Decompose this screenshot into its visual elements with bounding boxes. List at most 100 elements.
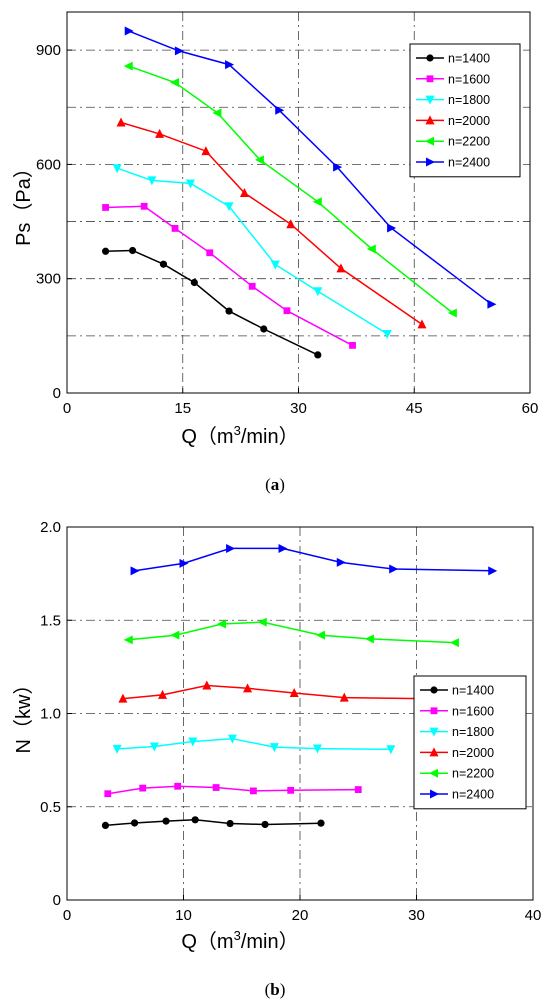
data-point — [339, 692, 349, 702]
data-point — [116, 117, 126, 127]
data-point — [382, 329, 392, 339]
data-point — [158, 689, 168, 699]
data-point — [190, 278, 198, 287]
data-point — [202, 680, 212, 690]
legend-label: n=1400 — [452, 684, 494, 698]
legend-box — [413, 675, 527, 810]
data-point — [278, 543, 288, 553]
data-point — [188, 737, 198, 747]
data-point — [226, 543, 236, 553]
series-n=1400 — [101, 246, 322, 359]
data-point — [123, 635, 133, 645]
data-point — [447, 308, 457, 318]
x-tick-label: 0 — [63, 907, 71, 924]
data-point — [389, 564, 399, 574]
data-point — [315, 630, 325, 640]
data-point — [191, 816, 199, 824]
data-point — [387, 223, 397, 233]
legend-marker — [430, 686, 438, 694]
legend-marker — [430, 789, 439, 799]
data-point — [286, 219, 296, 229]
data-point — [112, 744, 122, 754]
legend-marker — [425, 115, 435, 125]
data-point — [128, 246, 137, 255]
data-point — [227, 734, 237, 744]
legend-label: n=2000 — [448, 114, 490, 128]
x-tick-label: 60 — [522, 400, 539, 417]
series-n=2000 — [118, 680, 427, 703]
series-n=1800 — [112, 164, 392, 339]
legend-label: n=2400 — [448, 156, 490, 170]
data-point — [289, 687, 299, 697]
legend-marker — [429, 727, 439, 737]
data-point — [185, 179, 195, 189]
y-tick-label: 0 — [53, 385, 61, 402]
data-point — [269, 743, 279, 753]
data-point — [155, 128, 165, 138]
chart-b: 0 10 20 30 40 0 0.5 1.0 1.5 2.0 n=1400 n=1600 n=1800… — [12, 519, 541, 999]
data-point — [287, 786, 295, 794]
data-point — [101, 821, 110, 830]
legend-marker — [425, 136, 434, 146]
data-point — [312, 744, 322, 754]
data-point — [101, 247, 110, 255]
data-point — [171, 225, 179, 232]
data-point — [149, 742, 159, 752]
data-point — [118, 693, 128, 703]
data-point — [112, 164, 122, 174]
data-point — [206, 249, 214, 257]
x-tick-label: 15 — [174, 400, 191, 417]
x-tick-label: 40 — [525, 907, 542, 924]
data-point — [123, 61, 133, 71]
y-tick-label: 300 — [36, 271, 61, 288]
data-point — [254, 155, 264, 165]
legend-marker — [426, 157, 435, 167]
data-point — [417, 319, 427, 329]
y-tick-label: 1.5 — [40, 612, 61, 629]
data-point — [313, 287, 323, 297]
legend-box — [409, 43, 521, 178]
data-point — [140, 202, 148, 210]
legend-label: n=1800 — [452, 725, 494, 739]
data-point — [174, 46, 184, 56]
data-point — [283, 307, 291, 315]
data-point — [170, 77, 180, 87]
x-axis-label: Q（m3/min） — [181, 928, 298, 953]
data-point — [314, 351, 322, 359]
data-point — [174, 782, 182, 790]
legend-marker — [430, 707, 438, 715]
data-point — [354, 786, 362, 793]
x-tick-label: 30 — [408, 907, 425, 924]
data-point — [487, 299, 497, 309]
y-tick-label: 0.5 — [40, 799, 61, 816]
data-point — [275, 105, 285, 115]
legend-marker — [429, 768, 438, 778]
data-point — [224, 202, 234, 212]
data-point — [159, 260, 168, 268]
legend-label: n=1600 — [448, 72, 490, 86]
data-point — [243, 683, 253, 693]
y-tick-label: 1.0 — [40, 706, 61, 723]
data-point — [179, 558, 189, 568]
figure-caption: (a) — [265, 475, 285, 494]
series-n=2200 — [123, 617, 459, 648]
data-point — [216, 619, 226, 629]
series-n=1600 — [104, 782, 362, 798]
data-point — [130, 566, 140, 576]
series-n=2400 — [124, 26, 497, 309]
y-tick-label: 0 — [53, 892, 61, 909]
y-tick-label: 900 — [36, 42, 61, 59]
x-tick-label: 45 — [406, 400, 423, 417]
data-point — [488, 566, 498, 576]
data-point — [250, 787, 257, 795]
series-n=1400 — [101, 816, 325, 830]
series-n=1600 — [102, 202, 356, 349]
data-point — [104, 790, 112, 798]
legend-label: n=1600 — [452, 704, 494, 718]
x-axis-label: Q（m3/min） — [181, 423, 298, 448]
legend-label: n=2200 — [448, 135, 490, 149]
data-point — [270, 260, 280, 270]
x-tick-label: 30 — [290, 400, 307, 417]
legend: n=1400 n=1600 n=1800 n=2000 n=2200 n=2400 — [413, 675, 527, 810]
